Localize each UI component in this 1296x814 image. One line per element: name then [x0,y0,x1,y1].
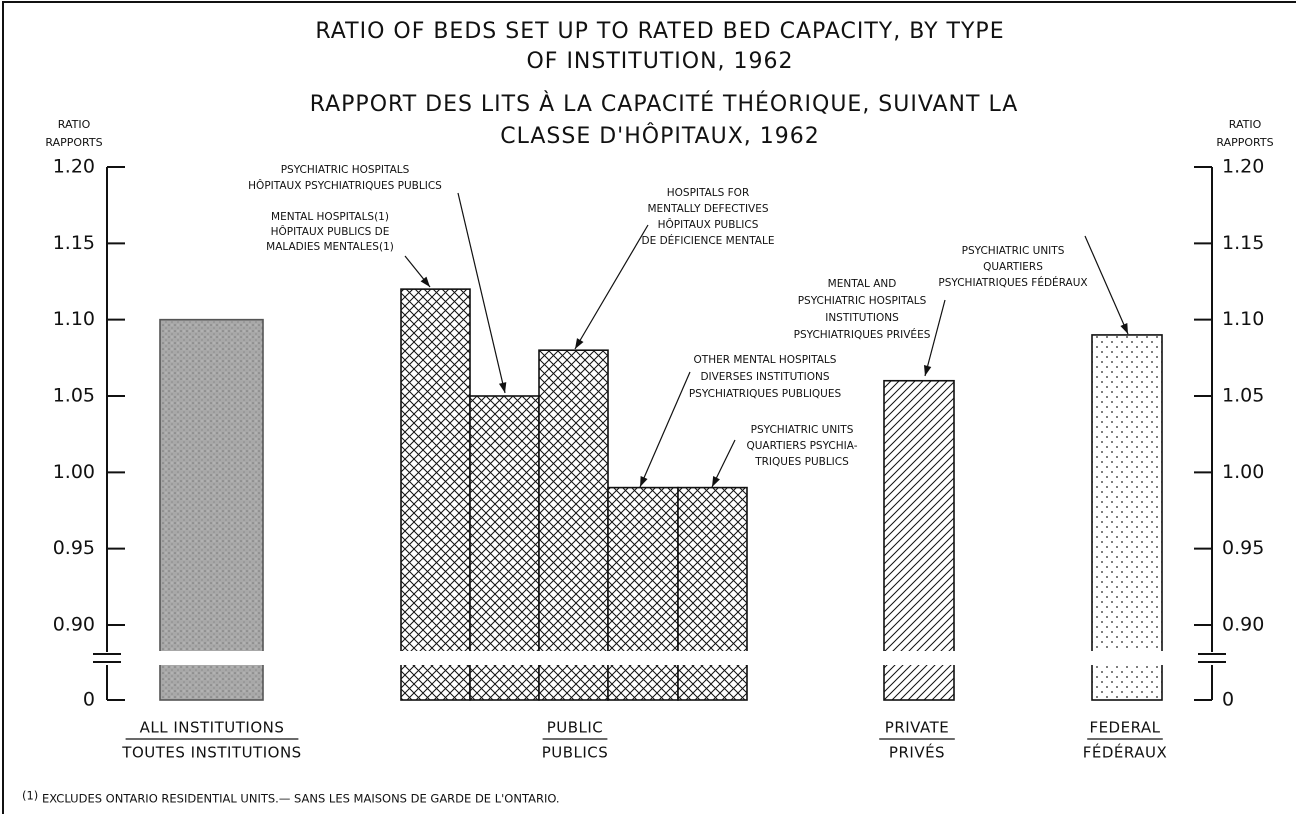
arrowhead [1120,323,1128,334]
bar-annotation: HOSPITALS FOR [667,187,750,199]
bar-annotation: MENTAL HOSPITALS(1) [271,211,389,223]
bar [1091,334,1163,701]
chart-title: RATIO OF BEDS SET UP TO RATED BED CAPACI… [315,19,1004,44]
y-axis-label: RATIO [58,118,91,131]
bar-annotation: QUARTIERS [983,261,1043,273]
group-label: ALL INSTITUTIONS [140,719,285,737]
bar-annotation: PSYCHIATRIC HOSPITALS [798,295,927,307]
y2-tick-label: 1.10 [1222,308,1264,330]
y-tick-label: 1.15 [53,232,95,254]
y-tick-label: 0 [83,689,95,711]
bar-annotation: PSYCHIATRIC HOSPITALS [281,164,410,176]
y-tick-label: 1.20 [53,156,95,178]
y-tick-label: 1.00 [53,461,95,483]
bar-annotation: MENTALLY DEFECTIVES [647,203,768,215]
axis-break-gap [158,651,265,665]
bar [883,379,955,701]
y2-tick-label: 1.05 [1222,385,1264,407]
bar-annotation: PSYCHIATRIC UNITS [962,245,1065,257]
leader [924,299,946,377]
footnote-marker: (1) [22,789,38,803]
axis-break-gap [676,651,749,665]
y2-axis-label: RAPPORTS [1216,136,1273,149]
bar-annotation: MENTAL AND [828,278,897,290]
bar-annotation: TRIQUES PUBLICS [754,456,849,468]
bar-annotation: HÔPITAUX PSYCHIATRIQUES PUBLICS [248,179,442,192]
y2-axis-label: RATIO [1229,118,1262,131]
group-label: PUBLICS [542,744,609,762]
bar-annotation: DE DÉFICIENCE MENTALE [642,234,775,247]
y2-tick-label: 1.15 [1222,232,1264,254]
arrowhead [640,476,648,487]
arrowhead [420,276,430,287]
y2-tick-label: 0.90 [1222,614,1264,636]
axis-break-gap [537,651,610,665]
group-label: TOUTES INSTITUTIONS [121,744,301,762]
chart-subtitle: RAPPORT DES LITS À LA CAPACITÉ THÉORIQUE… [310,91,1019,117]
bar-annotation: PSYCHIATRIQUES FÉDÉRAUX [938,276,1087,289]
arrowhead [498,382,507,393]
bar-annotation: PSYCHIATRIQUES PRIVÉES [794,328,931,341]
axis-break-gap [606,651,680,665]
bar [538,349,609,701]
y-tick-label: 0.95 [53,537,95,559]
leader [1084,235,1129,335]
bar-annotation: MALADIES MENTALES(1) [266,241,394,253]
bar [400,288,471,701]
axis-break-gap [882,651,956,665]
group-label: PRIVATE [885,719,949,737]
group-label: PRIVÉS [889,743,945,762]
arrowhead [923,365,932,376]
y-tick-label: 1.10 [53,308,95,330]
bar-annotation: INSTITUTIONS [825,312,899,324]
y-tick-label: 1.05 [53,385,95,407]
bar [677,486,748,701]
bar [159,318,264,701]
y-tick-label: 0.90 [53,614,95,636]
y2-tick-label: 1.00 [1222,461,1264,483]
y2-tick-label: 1.20 [1222,156,1264,178]
y2-tick-label: 0.95 [1222,537,1264,559]
leader [574,224,649,350]
chart-title: OF INSTITUTION, 1962 [526,49,793,74]
group-label: FEDERAL [1089,719,1160,737]
arrowhead [712,476,720,487]
bar-annotation: HÔPITAUX PUBLICS [658,218,759,231]
y-axis-label: RAPPORTS [45,136,102,149]
arrowhead [575,338,584,349]
group-label: FÉDÉRAUX [1083,743,1167,762]
footnote: EXCLUDES ONTARIO RESIDENTIAL UNITS.— SAN… [42,792,560,806]
bar-annotation: QUARTIERS PSYCHIA- [746,440,857,452]
y2-tick-label: 0 [1222,689,1234,711]
bar-annotation: HÔPITAUX PUBLICS DE [271,225,390,238]
bar-annotation: DIVERSES INSTITUTIONS [700,371,829,383]
leader [639,371,691,488]
bar-annotation: OTHER MENTAL HOSPITALS [694,354,837,366]
group-label: PUBLIC [547,719,604,737]
bar [607,486,679,701]
axis-break-gap [1090,651,1164,665]
bar-annotation: PSYCHIATRIQUES PUBLIQUES [689,388,842,400]
axis-break-gap [468,651,541,665]
bar [469,395,540,701]
bar-annotation: PSYCHIATRIC UNITS [751,424,854,436]
leader [457,192,506,394]
chart-subtitle: CLASSE D'HÔPITAUX, 1962 [500,123,820,149]
axis-break-gap [399,651,472,665]
